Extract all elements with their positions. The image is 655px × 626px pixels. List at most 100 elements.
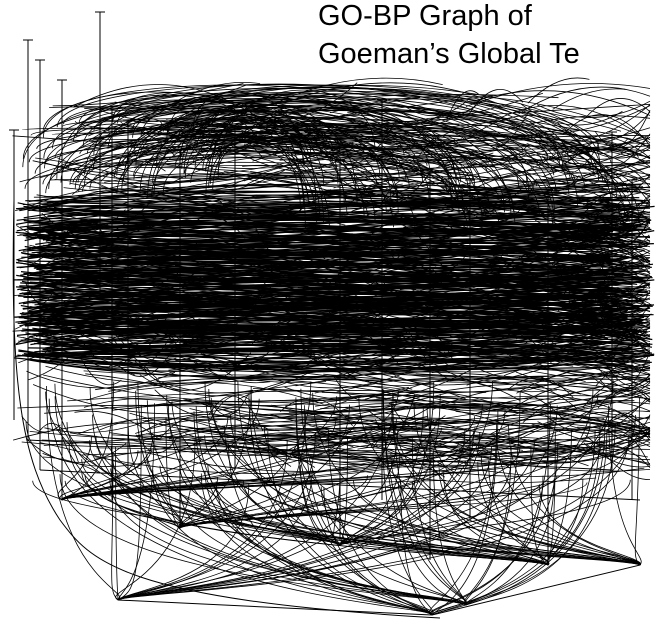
graph-edge-fan xyxy=(32,480,182,529)
graph-edge xyxy=(168,418,542,448)
graph-edge xyxy=(17,404,341,415)
graph-edge xyxy=(597,366,651,389)
graph-edge xyxy=(44,419,150,433)
graph-edge-fan xyxy=(465,422,616,606)
graph-edge-core xyxy=(20,277,621,292)
graph-edge-core xyxy=(35,228,640,245)
graph-edge xyxy=(240,150,396,174)
graph-edge-fan xyxy=(431,478,584,616)
graph-edge-core xyxy=(52,313,604,333)
graph-edge-fan xyxy=(431,475,544,616)
graph-edge-fan xyxy=(465,403,551,606)
graph-edge-fan xyxy=(165,417,181,529)
graph-edge-fan xyxy=(168,404,467,606)
graph-edge xyxy=(201,365,558,382)
graph-edge xyxy=(577,415,651,428)
graph-edge xyxy=(314,385,418,394)
graph-edge-core xyxy=(51,177,634,207)
graph-edge-core xyxy=(33,358,634,372)
graph-edge-arc xyxy=(196,100,512,217)
graph-edge xyxy=(29,428,382,441)
graph-edge-fan xyxy=(295,397,341,546)
graph-edge-fan xyxy=(111,452,119,601)
graph-edge xyxy=(372,422,418,448)
graph-edge xyxy=(43,456,100,474)
graph-edge xyxy=(379,178,418,208)
graph-edge xyxy=(19,164,221,183)
graph-edge-fan xyxy=(438,467,550,566)
graph-edge xyxy=(516,390,563,419)
graph-edge-core xyxy=(19,303,619,334)
graph-edge xyxy=(340,360,566,386)
graph-edge-fan xyxy=(429,424,497,616)
graph-edge-core xyxy=(42,224,624,245)
graph-edge-core xyxy=(34,330,640,353)
graph-edge xyxy=(252,388,461,411)
graph-edge xyxy=(553,135,651,159)
graph-edge-arc xyxy=(166,138,534,191)
graph-edge xyxy=(537,100,651,118)
graph-edge-outer xyxy=(117,564,641,616)
graph-edge-outer xyxy=(27,439,613,471)
graph-edge xyxy=(570,425,651,438)
graph-edge-core xyxy=(33,267,623,288)
graph-edge-core xyxy=(52,293,644,308)
graph-edge-core xyxy=(15,203,623,225)
graph-edge-core xyxy=(35,329,637,364)
graph-edge xyxy=(296,94,494,124)
graph-edge xyxy=(545,398,647,434)
graph-edge xyxy=(385,395,651,410)
graph-edge xyxy=(253,400,347,421)
graph-edge xyxy=(586,443,651,468)
graph-edge-arc xyxy=(147,105,528,182)
graph-edge-core xyxy=(29,318,611,338)
graph-edge xyxy=(142,420,348,441)
graph-edge xyxy=(284,82,498,104)
graph-edge xyxy=(219,153,478,176)
graph-edge xyxy=(594,110,651,149)
graph-edge-core xyxy=(51,297,627,328)
graph-edge-arc xyxy=(210,105,317,206)
graph-edge-fan xyxy=(547,431,556,566)
graph-edge xyxy=(516,367,651,394)
graph-edge xyxy=(487,384,612,412)
graph-edge-core xyxy=(30,251,619,258)
graph-edge xyxy=(37,423,79,463)
graph-edge-arc xyxy=(122,139,309,165)
graph-edge xyxy=(563,159,651,188)
graph-edge-arc xyxy=(93,99,612,202)
graph-edge xyxy=(73,84,226,108)
graph-edge-core xyxy=(51,253,644,282)
graph-edge xyxy=(44,167,438,197)
graph-edge xyxy=(145,433,573,456)
graph-edge-arc xyxy=(24,151,454,191)
graph-edge-fan xyxy=(25,421,549,566)
graph-edge xyxy=(115,351,172,377)
graph-edge xyxy=(95,378,457,409)
graph-edge xyxy=(585,98,651,118)
graph-edge-core xyxy=(45,247,642,271)
graph-edge xyxy=(413,403,651,434)
graph-edge-fan xyxy=(61,381,115,501)
graph-edge-outer xyxy=(12,199,441,619)
graph-edge-arc xyxy=(107,86,599,181)
graph-edge-core xyxy=(22,247,618,261)
graph-edge-core xyxy=(23,262,601,289)
graph-edge xyxy=(404,99,468,117)
graph-edge xyxy=(495,140,651,150)
graph-edge-core xyxy=(38,203,617,220)
graph-edge xyxy=(39,442,142,470)
graph-edge-fan xyxy=(237,380,341,546)
graph-edge xyxy=(495,105,651,144)
graph-edge-core xyxy=(27,347,653,354)
graph-edge xyxy=(496,104,651,144)
graph-edge xyxy=(109,432,516,452)
graph-edge-fan xyxy=(137,382,184,529)
graph-edge xyxy=(105,170,252,195)
graph-edge-arc xyxy=(77,140,423,183)
graph-edge-core xyxy=(41,322,644,343)
graph-edge-arc xyxy=(60,96,625,217)
graph-edge xyxy=(158,374,456,404)
graph-edge-fan xyxy=(117,412,307,601)
